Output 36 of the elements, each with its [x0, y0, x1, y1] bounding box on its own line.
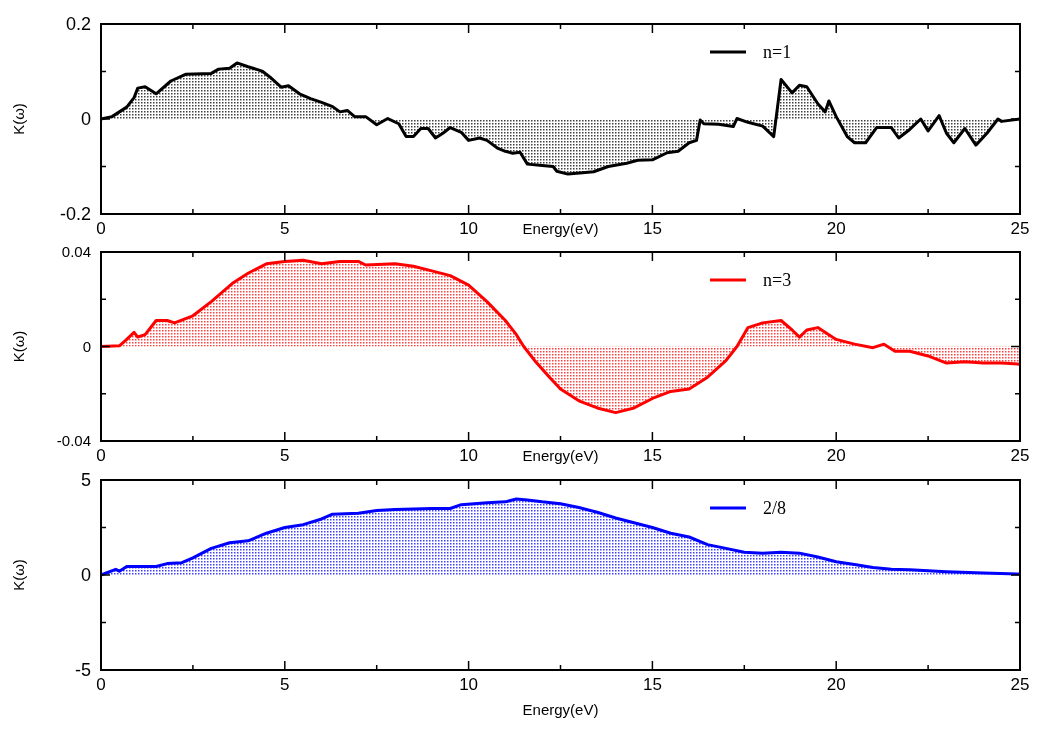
x-tick-label: 10: [459, 675, 479, 694]
x-tick-label: 0: [96, 219, 106, 238]
x-tick-label: 0: [96, 446, 106, 465]
y-axis-title: K(ω): [10, 330, 27, 363]
x-tick-label: 25: [1010, 219, 1030, 238]
legend-label: n=3: [763, 270, 792, 291]
x-tick-label: 10: [459, 219, 479, 238]
legend-label: n=1: [763, 42, 792, 63]
x-tick-label: 15: [642, 446, 662, 465]
x-axis-title: Energy(eV): [522, 220, 599, 237]
y-tick-label: 0.2: [65, 14, 91, 35]
y-axis-title: K(ω): [10, 559, 27, 591]
x-tick-label: 10: [459, 446, 479, 465]
y-axis-title: K(ω): [10, 103, 27, 135]
y-tick-label: 0: [80, 565, 91, 586]
x-tick-label: 15: [642, 219, 662, 238]
x-tick-label: 25: [1010, 446, 1030, 465]
y-tick-label: -0.2: [59, 204, 91, 225]
y-tick-label: -5: [74, 660, 91, 681]
x-axis-title: Energy(eV): [522, 447, 599, 464]
y-tick-label: 0.04: [61, 243, 91, 261]
x-tick-label: 0: [96, 675, 106, 694]
x-tick-label: 20: [826, 219, 846, 238]
y-tick-label: 0: [80, 109, 91, 130]
y-tick-label: 5: [80, 470, 91, 491]
x-tick-label: 15: [642, 675, 662, 694]
x-tick-label: 20: [826, 446, 846, 465]
y-tick-label: -0.04: [56, 432, 91, 450]
x-axis-title: Energy(eV): [522, 701, 599, 718]
y-tick-label: 0: [82, 337, 91, 355]
x-tick-label: 5: [280, 675, 290, 694]
x-tick-label: 20: [826, 675, 846, 694]
legend-label: 2/8: [763, 498, 787, 519]
x-tick-label: 5: [280, 219, 290, 238]
x-tick-label: 5: [280, 446, 290, 465]
x-tick-label: 25: [1010, 675, 1030, 694]
